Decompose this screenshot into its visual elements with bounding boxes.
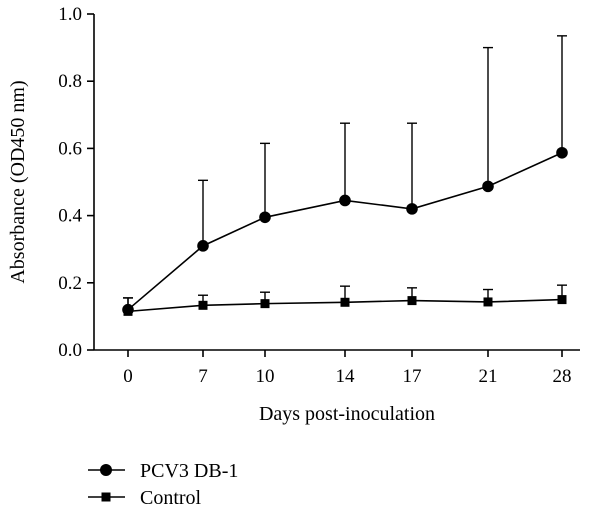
legend: PCV3 DB-1 Control	[88, 460, 238, 509]
data-point	[556, 146, 568, 159]
data-point	[123, 306, 133, 316]
y-tick-label: 0.4	[58, 206, 82, 227]
y-tick-label: 0.6	[58, 138, 82, 159]
x-tick-label: 14	[336, 366, 356, 387]
data-point	[260, 299, 270, 309]
legend-item: PCV3 DB-1	[88, 460, 238, 482]
data-point	[482, 180, 494, 193]
data-point	[339, 194, 351, 207]
data-point	[483, 297, 493, 307]
y-tick-label: 0.8	[58, 71, 82, 92]
data-point	[406, 203, 418, 215]
y-tick-label: 0.2	[58, 273, 82, 294]
x-tick-label: 0	[123, 366, 133, 387]
x-tick-label: 7	[198, 366, 208, 387]
y-tick-label: 0.0	[58, 340, 82, 361]
data-point	[197, 240, 209, 252]
data-point	[198, 300, 208, 310]
error-bars	[123, 35, 567, 312]
legend-label: PCV3 DB-1	[140, 460, 238, 482]
legend-marker	[101, 492, 111, 502]
ticks: 0.0 0.2 0.4 0.6 0.8 1.0 0 7 10 14 17 21 28	[58, 4, 571, 387]
data-point	[259, 211, 271, 224]
x-tick-label: 17	[403, 366, 422, 387]
axes	[93, 14, 580, 351]
data-point	[407, 296, 417, 306]
x-tick-label: 10	[256, 366, 275, 387]
x-tick-label: 28	[553, 366, 572, 387]
x-tick-label: 21	[479, 366, 498, 387]
legend-item: Control	[88, 487, 202, 509]
y-tick-label: 1.0	[58, 4, 82, 25]
series-markers	[122, 146, 568, 316]
legend-label: Control	[140, 487, 202, 509]
x-axis-title: Days post-inoculation	[259, 403, 435, 425]
legend-marker	[100, 464, 112, 476]
data-point	[340, 297, 350, 307]
data-point	[557, 295, 567, 305]
y-axis-title: Absorbance (OD450 nm)	[7, 80, 29, 283]
